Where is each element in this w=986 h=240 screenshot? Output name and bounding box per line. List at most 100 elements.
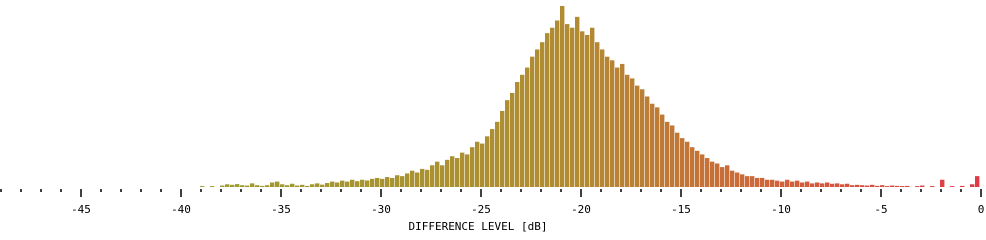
bar: [715, 163, 720, 187]
bar: [695, 150, 700, 187]
bar: [440, 165, 445, 187]
bar: [470, 147, 475, 187]
bar: [355, 181, 360, 187]
bar: [875, 185, 880, 187]
bar: [885, 186, 890, 187]
bar: [610, 60, 615, 187]
bar: [510, 92, 515, 187]
bar: [550, 27, 555, 187]
bar: [460, 152, 465, 187]
bar: [845, 183, 850, 187]
bar: [465, 154, 470, 187]
bar: [200, 186, 205, 187]
bar: [790, 181, 795, 187]
bar: [280, 184, 285, 187]
bar: [540, 42, 545, 188]
bar: [785, 179, 790, 187]
bar: [675, 132, 680, 187]
bar: [600, 49, 605, 187]
bar: [670, 125, 675, 187]
bar: [960, 185, 965, 187]
bar: [685, 141, 690, 187]
bar: [880, 185, 885, 187]
bar: [585, 34, 590, 188]
bar: [890, 185, 895, 187]
bar: [930, 186, 935, 187]
bar: [605, 56, 610, 188]
bar: [810, 183, 815, 187]
bar: [495, 121, 500, 187]
bar: [900, 186, 905, 187]
bar: [590, 27, 595, 187]
bar: [365, 180, 370, 187]
bar: [570, 27, 575, 187]
bar: [710, 161, 715, 187]
bar: [475, 141, 480, 187]
bar: [255, 185, 260, 187]
x-tick-label: -25: [471, 203, 491, 216]
bar: [680, 138, 685, 187]
bar: [445, 159, 450, 187]
bar: [650, 103, 655, 187]
bar: [615, 67, 620, 187]
bar: [505, 100, 510, 187]
bar: [780, 181, 785, 187]
bar: [240, 185, 245, 187]
bar: [500, 110, 505, 187]
bar: [775, 180, 780, 187]
bar: [895, 185, 900, 187]
bar: [535, 49, 540, 187]
bar: [630, 78, 635, 187]
bar: [530, 56, 535, 188]
bar: [435, 161, 440, 187]
bar: [690, 147, 695, 187]
bar: [325, 183, 330, 187]
bar: [855, 184, 860, 187]
bar: [720, 167, 725, 187]
bar: [760, 177, 765, 187]
bar: [770, 179, 775, 187]
bar: [640, 89, 645, 187]
bar: [805, 181, 810, 187]
x-tick-label: -40: [171, 203, 191, 216]
bar: [450, 156, 455, 187]
bar: [420, 168, 425, 187]
bar: [620, 63, 625, 187]
bar: [375, 177, 380, 187]
bar: [525, 67, 530, 187]
bar: [580, 31, 585, 188]
bar: [755, 177, 760, 187]
bar: [575, 16, 580, 187]
bar: [230, 184, 235, 187]
bar: [395, 175, 400, 187]
bar: [430, 165, 435, 187]
bar: [815, 182, 820, 187]
bar: [700, 154, 705, 187]
bar: [385, 177, 390, 187]
bar: [225, 184, 230, 187]
bar: [370, 178, 375, 187]
bar: [920, 185, 925, 187]
bar: [975, 176, 980, 187]
x-tick-label: -20: [571, 203, 591, 216]
bar: [410, 170, 415, 187]
bar: [295, 185, 300, 187]
bar: [830, 183, 835, 187]
bar: [425, 169, 430, 187]
bar: [250, 183, 255, 187]
bar: [235, 184, 240, 187]
bar: [405, 173, 410, 187]
bar: [750, 176, 755, 187]
bar: [515, 82, 520, 187]
bar: [335, 182, 340, 187]
bar: [360, 179, 365, 187]
bar: [245, 185, 250, 187]
bar: [725, 165, 730, 187]
bar: [345, 181, 350, 187]
bar: [740, 174, 745, 187]
bar: [565, 24, 570, 187]
bar: [310, 184, 315, 187]
x-tick-label: -45: [71, 203, 91, 216]
x-axis-label: DIFFERENCE LEVEL [dB]: [408, 220, 547, 233]
bar: [795, 180, 800, 187]
